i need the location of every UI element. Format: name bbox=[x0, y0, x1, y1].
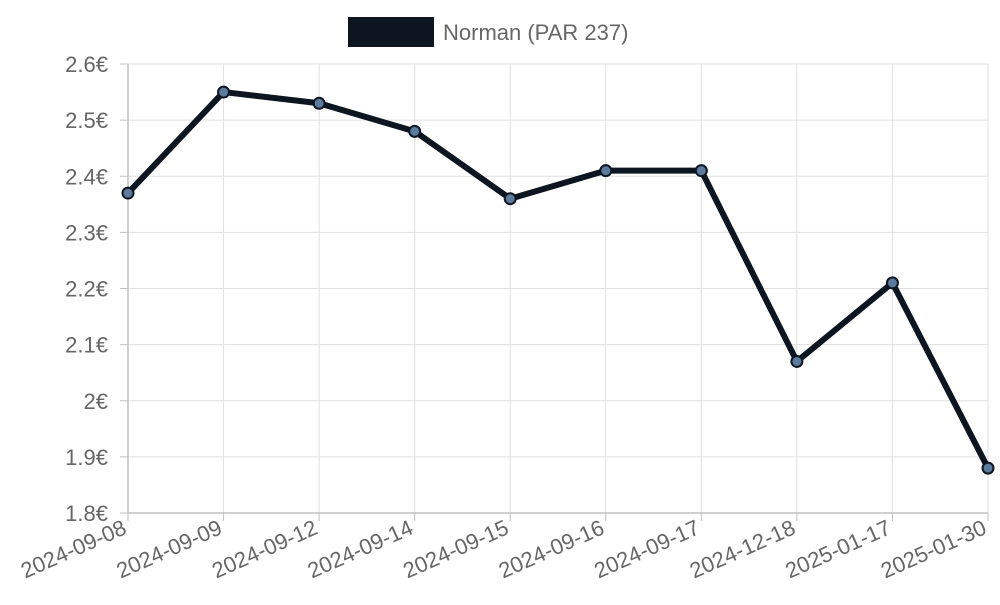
data-point[interactable] bbox=[599, 164, 613, 178]
data-point[interactable] bbox=[503, 192, 517, 206]
x-tick-label: 2024-12-18 bbox=[686, 515, 799, 584]
x-axis-ticks: 2024-09-082024-09-092024-09-122024-09-14… bbox=[17, 513, 990, 583]
series bbox=[121, 85, 995, 475]
data-point[interactable] bbox=[694, 164, 708, 178]
legend-label: Norman (PAR 237) bbox=[443, 20, 628, 45]
x-tick-label: 2025-01-17 bbox=[781, 515, 894, 584]
x-tick-label: 2025-01-30 bbox=[877, 515, 990, 584]
x-tick-label: 2024-09-12 bbox=[208, 515, 321, 584]
data-point[interactable] bbox=[885, 276, 899, 290]
x-tick-label: 2024-09-14 bbox=[304, 515, 417, 584]
x-tick-label: 2024-09-16 bbox=[495, 515, 608, 584]
data-point[interactable] bbox=[217, 85, 231, 99]
x-tick-label: 2024-09-15 bbox=[399, 515, 512, 584]
grid bbox=[127, 63, 989, 514]
data-point[interactable] bbox=[790, 354, 804, 368]
y-tick-label: 1.8€ bbox=[65, 501, 108, 526]
y-tick-label: 2.3€ bbox=[65, 220, 108, 245]
y-tick-label: 2.4€ bbox=[65, 164, 108, 189]
y-tick-label: 2€ bbox=[84, 389, 108, 414]
y-tick-label: 2.2€ bbox=[65, 277, 108, 302]
series-line bbox=[125, 89, 991, 472]
x-tick-label: 2024-09-09 bbox=[113, 515, 226, 584]
data-point[interactable] bbox=[312, 96, 326, 110]
legend: Norman (PAR 237) bbox=[348, 17, 628, 47]
y-tick-label: 2.1€ bbox=[65, 333, 108, 358]
y-tick-label: 2.5€ bbox=[65, 108, 108, 133]
y-axis-ticks: 1.8€ 1.9€ 2€ 2.1€ 2.2€ 2.3€ 2.4€ 2.5€ 2.6€ bbox=[65, 52, 128, 526]
y-tick-label: 2.6€ bbox=[65, 52, 108, 77]
data-point[interactable] bbox=[408, 124, 422, 138]
data-point[interactable] bbox=[121, 186, 135, 200]
data-point[interactable] bbox=[981, 461, 995, 475]
legend-swatch bbox=[348, 17, 434, 47]
y-tick-label: 1.9€ bbox=[65, 445, 108, 470]
x-tick-label: 2024-09-17 bbox=[590, 515, 703, 584]
